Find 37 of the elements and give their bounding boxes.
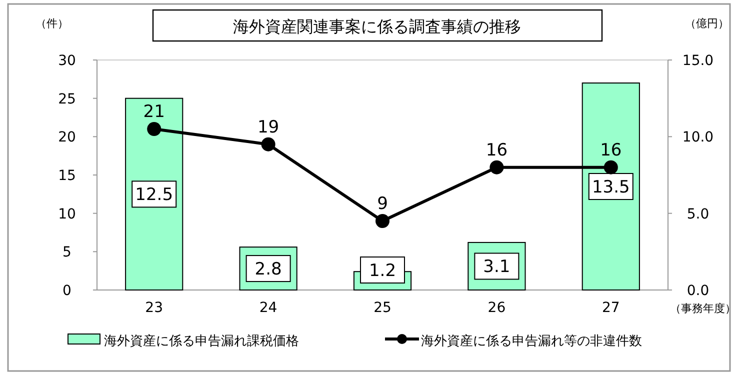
data-label: 21 (143, 102, 165, 122)
y-tick-label: 20 (58, 130, 76, 146)
data-label: 19 (257, 117, 280, 138)
y2-tick-label: 0.0 (686, 283, 710, 299)
legend-label: 海外資産に係る申告漏れ課税価格 (104, 333, 299, 349)
x-tick-label: 26 (488, 300, 506, 316)
data-label: 3.1 (483, 257, 510, 278)
x-tick-label: 27 (602, 300, 620, 316)
point (604, 160, 618, 174)
y2-axis-title: （億円） (685, 17, 729, 30)
x-tick-label: 23 (145, 300, 164, 316)
y2-tick-label: 5.0 (686, 206, 710, 222)
y-tick-label: 5 (62, 244, 72, 261)
y-tick-label: 15 (58, 168, 76, 184)
data-label: 12.5 (135, 185, 174, 206)
y-axis-title: （件） (36, 17, 68, 30)
point (376, 214, 390, 228)
data-label: 16 (600, 140, 622, 160)
y2-tick-label: 15.0 (682, 53, 714, 69)
y-tick-label: 0 (62, 283, 72, 299)
data-label: 2.8 (254, 260, 282, 280)
y2-tick-label: 10.0 (682, 130, 714, 146)
legend-label: 海外資産に係る申告漏れ等の非違件数 (421, 333, 642, 349)
y-tick-label: 10 (58, 206, 76, 222)
data-label: 13.5 (592, 178, 630, 198)
point (261, 137, 276, 152)
data-label: 16 (486, 140, 508, 160)
y-tick-label: 30 (58, 53, 76, 69)
data-label: 1.2 (368, 261, 396, 281)
x-tick-label: 25 (374, 300, 392, 316)
point (147, 122, 162, 136)
chart-title: 海外資産関連事案に係る調査事績の推移 (233, 17, 521, 36)
x-tick-label: 24 (259, 300, 278, 316)
y-tick-label: 25 (58, 91, 76, 108)
x-axis-title: （事務年度） (670, 302, 736, 315)
data-label: 9 (377, 194, 388, 214)
point (490, 160, 504, 174)
